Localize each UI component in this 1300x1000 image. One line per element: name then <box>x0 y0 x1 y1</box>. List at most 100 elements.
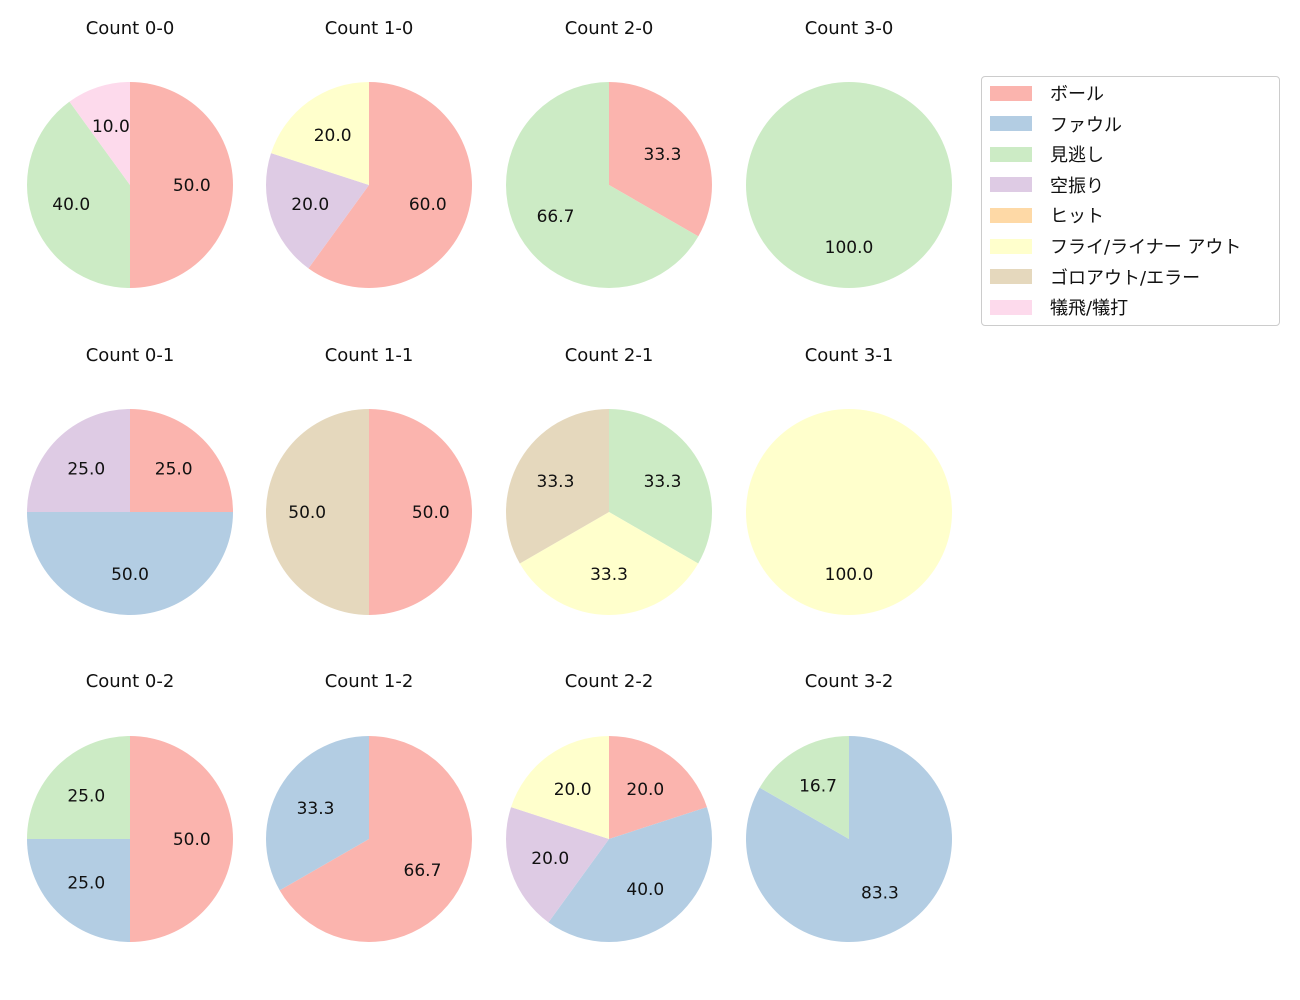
pie-slice <box>27 512 233 615</box>
pie-slice <box>511 736 609 839</box>
legend-item: 見逃し <box>990 142 1104 166</box>
pie-slice <box>266 736 369 891</box>
legend-item: ボール <box>990 81 1104 105</box>
slice-label: 33.3 <box>297 799 335 819</box>
slice-label: 50.0 <box>173 176 211 196</box>
pie-slice <box>27 736 130 839</box>
pie-slice <box>369 409 472 615</box>
legend-item: 空振り <box>990 173 1104 197</box>
slice-label: 50.0 <box>288 503 326 523</box>
legend-swatch <box>990 116 1032 132</box>
slice-label: 16.7 <box>799 777 837 797</box>
pie-chart: 100.0 <box>746 82 952 288</box>
slice-label: 33.3 <box>644 145 682 165</box>
legend-swatch <box>990 299 1032 315</box>
legend-swatch <box>990 207 1032 223</box>
chart-title: Count 2-2 <box>564 671 654 692</box>
chart-title: Count 1-1 <box>324 345 414 366</box>
slice-label: 25.0 <box>67 786 105 806</box>
legend-item: 犠飛/犠打 <box>990 295 1128 319</box>
slice-label: 10.0 <box>92 117 130 137</box>
slice-label: 66.7 <box>404 861 442 881</box>
slice-label: 100.0 <box>825 238 874 258</box>
pie-chart: 50.0 50.0 <box>266 409 472 615</box>
pie-chart: 60.0 20.0 20.0 <box>266 82 472 288</box>
slice-label: 50.0 <box>173 830 211 850</box>
legend-swatch <box>990 269 1032 285</box>
chart-title: Count 2-1 <box>564 345 654 366</box>
pie-slice <box>746 82 952 288</box>
pie-chart: 33.3 66.7 <box>506 82 712 288</box>
legend-label: ヒット <box>1050 206 1104 228</box>
legend-label: ゴロアウト/エラー <box>1050 267 1201 289</box>
legend-label: 空振り <box>1050 175 1104 197</box>
legend-label: ボール <box>1050 84 1104 105</box>
pie-slice <box>27 409 130 512</box>
pie-slice <box>69 82 130 185</box>
pie-slice <box>130 82 233 288</box>
legend-label: フライ/ライナー アウト <box>1050 237 1242 258</box>
slice-label: 33.3 <box>644 472 682 492</box>
pie-chart: 83.3 16.7 <box>746 736 952 942</box>
pie-slice <box>271 82 369 185</box>
slice-label: 20.0 <box>314 126 352 146</box>
slice-label: 40.0 <box>52 195 90 215</box>
pie-slice <box>27 839 130 942</box>
chart-title: Count 0-0 <box>85 18 175 39</box>
pie-slice <box>266 153 369 269</box>
chart-title: Count 1-0 <box>324 18 414 39</box>
pie-slice <box>506 82 699 288</box>
legend-item: ゴロアウト/エラー <box>990 265 1200 289</box>
pie-slice <box>506 807 609 923</box>
pie-slice <box>506 409 609 564</box>
pie-slice <box>279 736 473 942</box>
pie-slice <box>746 409 952 615</box>
chart-title: Count 0-2 <box>85 671 175 692</box>
pie-chart: 50.0 25.0 25.0 <box>27 736 233 942</box>
chart-title: Count 0-1 <box>85 345 175 366</box>
slice-label: 20.0 <box>554 780 592 800</box>
slice-label: 25.0 <box>155 459 193 479</box>
chart-title: Count 1-2 <box>324 671 414 692</box>
slice-label: 60.0 <box>409 195 447 215</box>
slice-label: 20.0 <box>626 780 664 800</box>
pie-slice <box>130 736 233 942</box>
legend-swatch <box>990 146 1032 162</box>
pie-chart: 50.0 40.0 10.0 <box>27 82 233 288</box>
pie-slice <box>266 409 369 615</box>
pie-slice <box>609 409 712 564</box>
pie-chart: 20.0 40.0 20.0 20.0 <box>506 736 712 942</box>
slice-label: 50.0 <box>111 565 149 585</box>
pie-slice <box>609 82 712 237</box>
slice-label: 33.3 <box>590 565 628 585</box>
slice-label: 50.0 <box>412 503 450 523</box>
slice-label: 83.3 <box>861 883 899 903</box>
legend: ボールファウル見逃し空振りヒットフライ/ライナー アウト ゴロアウト/エラー犠飛/… <box>981 76 1280 326</box>
legend-swatch <box>990 238 1032 254</box>
slice-label: 33.3 <box>537 472 575 492</box>
legend-label: ファウル <box>1050 114 1122 136</box>
chart-title: Count 2-0 <box>564 18 654 39</box>
legend-label: 見逃し <box>1050 145 1104 167</box>
pie-slice <box>308 82 472 288</box>
legend-item: ファウル <box>990 112 1122 136</box>
slice-label: 25.0 <box>67 874 105 894</box>
chart-title: Count 3-0 <box>804 18 894 39</box>
pie-chart: 100.0 <box>746 409 952 615</box>
pie-slice <box>27 101 130 288</box>
slice-label: 20.0 <box>291 195 329 215</box>
pie-chart: 33.3 33.3 33.3 <box>506 409 712 615</box>
pie-chart: 25.0 50.0 25.0 <box>27 409 233 615</box>
pie-slice <box>759 736 849 839</box>
pie-slice <box>609 736 707 839</box>
slice-label: 40.0 <box>626 880 664 900</box>
slice-label: 20.0 <box>531 849 569 869</box>
slice-label: 66.7 <box>537 207 575 227</box>
pie-chart: 66.7 33.3 <box>266 736 473 942</box>
legend-item: ヒット <box>990 203 1104 227</box>
legend-swatch <box>990 177 1032 193</box>
pie-slice <box>130 409 233 512</box>
legend-swatch <box>990 85 1032 101</box>
chart-title: Count 3-2 <box>804 671 894 692</box>
legend-item: フライ/ライナー アウト <box>990 234 1241 258</box>
